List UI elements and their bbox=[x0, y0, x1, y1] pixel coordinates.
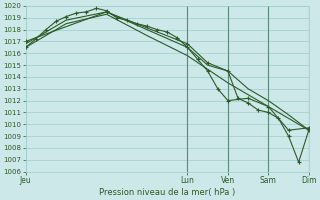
X-axis label: Pression niveau de la mer( hPa ): Pression niveau de la mer( hPa ) bbox=[99, 188, 235, 197]
